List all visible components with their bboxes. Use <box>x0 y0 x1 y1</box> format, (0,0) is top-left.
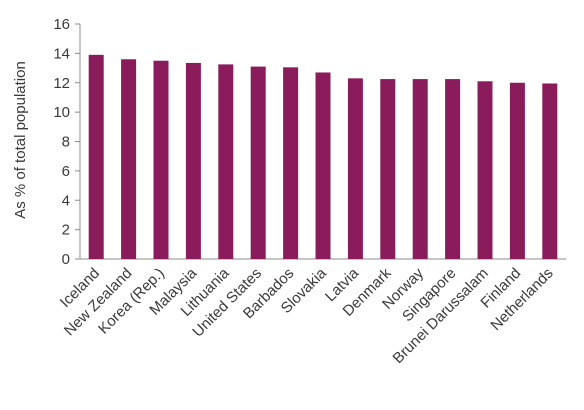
bar-korea-rep <box>153 60 169 259</box>
bar-new-zealand <box>121 59 137 259</box>
y-tick-label: 16 <box>53 16 70 33</box>
y-tick-label: 4 <box>62 192 70 209</box>
y-tick-label: 6 <box>62 163 70 180</box>
y-axis-title: As % of total population <box>12 61 29 219</box>
bar-malaysia <box>185 62 201 259</box>
bar-latvia <box>347 78 363 259</box>
bar-netherlands <box>542 83 558 259</box>
y-tick-label: 10 <box>53 104 70 121</box>
y-tick-label: 12 <box>53 75 70 92</box>
bar-slovakia <box>315 72 331 259</box>
y-tick-label: 14 <box>53 45 70 62</box>
bar-iceland <box>88 54 104 259</box>
y-tick-label: 8 <box>62 134 70 151</box>
bar-denmark <box>380 79 396 259</box>
bar-brunei-darussalam <box>477 81 493 259</box>
bar-lithuania <box>218 64 234 259</box>
bar-norway <box>412 79 428 259</box>
bar-singapore <box>445 79 461 259</box>
y-tick-label: 0 <box>62 251 70 268</box>
bar-barbados <box>283 67 299 259</box>
bar-united-states <box>250 66 266 259</box>
y-tick-label: 2 <box>62 222 70 239</box>
bar-finland <box>509 82 525 259</box>
